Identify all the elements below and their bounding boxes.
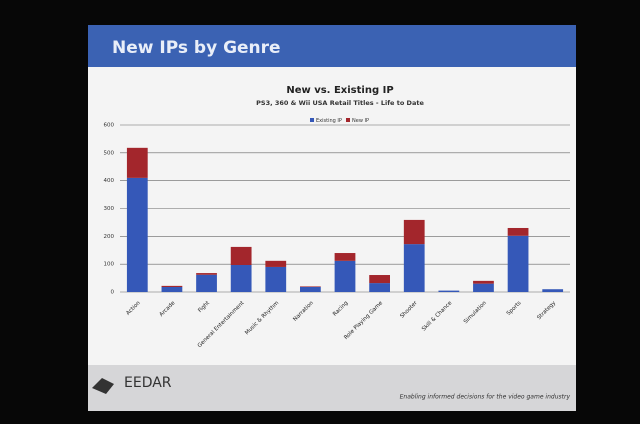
y-tick-label: 300	[104, 206, 115, 212]
bar-segment	[230, 246, 252, 266]
bar-segment	[403, 219, 425, 245]
y-tick-label: 600	[104, 123, 115, 129]
y-tick-label: 100	[104, 262, 115, 268]
bar-segment	[369, 275, 390, 284]
bar-segment	[334, 260, 356, 292]
bar-segment	[126, 177, 148, 292]
logo-icon	[92, 378, 114, 394]
bar-segment	[196, 274, 217, 292]
bar-segment	[369, 283, 390, 292]
bar-segment	[473, 283, 494, 292]
bar-segment	[507, 235, 529, 292]
tagline: Enabling informed decisions for the vide…	[400, 394, 571, 401]
footer	[88, 365, 576, 411]
chart-area	[88, 67, 576, 365]
bar-segment	[473, 280, 494, 284]
slide-header	[88, 25, 576, 67]
y-tick-label: 200	[104, 234, 115, 240]
bar-segment	[126, 147, 148, 178]
bar-segment	[161, 286, 183, 292]
bar-segment	[300, 286, 321, 292]
legend-label: New IP	[352, 118, 369, 124]
legend-swatch	[310, 118, 314, 122]
bar-segment	[507, 227, 529, 236]
bar-segment	[265, 266, 287, 292]
y-tick-label: 400	[104, 178, 115, 184]
logo: EEDAR	[124, 375, 172, 391]
legend-label: Existing IP	[316, 118, 342, 124]
y-tick-label: 500	[104, 150, 115, 156]
chart-subtitle: PS3, 360 & Wii USA Retail Titles - Life …	[256, 99, 424, 107]
bar-segment	[438, 290, 460, 292]
bar-segment	[334, 253, 356, 261]
bar-segment	[265, 260, 287, 267]
bar-segment	[196, 273, 217, 275]
bar-segment	[230, 265, 252, 292]
chart-title: New vs. Existing IP	[286, 85, 393, 96]
slide-title: New IPs by Genre	[112, 38, 281, 58]
y-tick-label: 0	[111, 290, 115, 296]
bar-segment	[542, 289, 564, 292]
bar-segment	[161, 285, 183, 287]
bar-segment	[300, 286, 321, 287]
bar-segment	[403, 244, 425, 292]
legend-swatch	[346, 118, 350, 122]
